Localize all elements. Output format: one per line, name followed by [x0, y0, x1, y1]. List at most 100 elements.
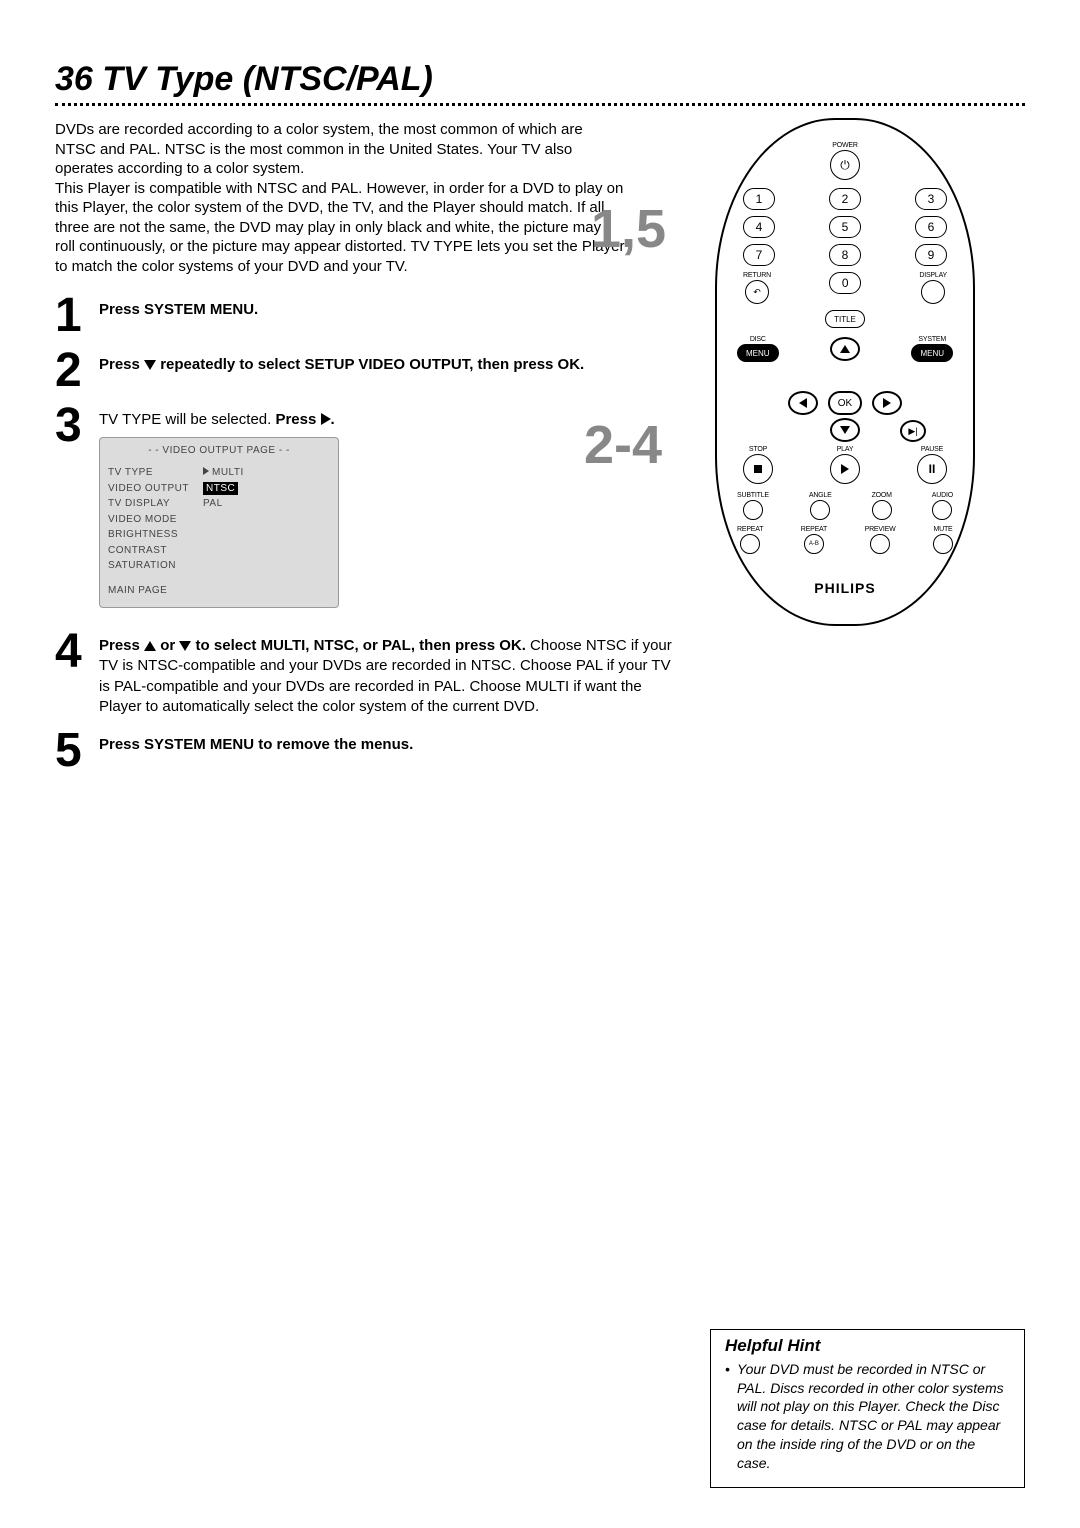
- nav-up-button[interactable]: [830, 337, 860, 361]
- remote-illustration: 1,5 2-4 POWER ⏻ 1 2 3 4 5 6 7 8 9 RETURN…: [665, 118, 1025, 626]
- osd-row: TV TYPEMULTI: [108, 465, 330, 481]
- power-button[interactable]: ⏻: [830, 150, 860, 180]
- triangle-right-icon: [321, 413, 331, 425]
- step-1-text: Press SYSTEM MENU.: [99, 301, 258, 318]
- num-2-button[interactable]: 2: [829, 188, 861, 210]
- osd-rows: TV TYPEMULTIVIDEO OUTPUTNTSCTV DISPLAYPA…: [108, 465, 330, 574]
- osd-label: CONTRAST: [108, 544, 203, 558]
- preview-button[interactable]: [870, 534, 890, 554]
- step-4: 4 Press or to select MULTI, NTSC, or PAL…: [55, 630, 675, 717]
- display-button[interactable]: [921, 280, 945, 304]
- osd-menu: - - VIDEO OUTPUT PAGE - - TV TYPEMULTIVI…: [99, 437, 339, 609]
- osd-main-page: MAIN PAGE: [108, 584, 330, 598]
- step-number: 3: [55, 404, 99, 447]
- osd-value: [203, 559, 330, 573]
- nav-down-button[interactable]: [830, 418, 860, 442]
- triangle-down-icon: [840, 426, 850, 434]
- step-4-b: or: [156, 637, 179, 654]
- disc-label: DISC: [750, 336, 766, 343]
- osd-label: VIDEO MODE: [108, 513, 203, 527]
- num-7-button[interactable]: 7: [743, 244, 775, 266]
- repeat-ab-button[interactable]: A-B: [804, 534, 824, 554]
- num-row-1: 1 2 3: [735, 188, 955, 210]
- num-5-button[interactable]: 5: [829, 216, 861, 238]
- step-2-text-a: Press: [99, 356, 144, 373]
- step-2: 2 Press repeatedly to select SETUP VIDEO…: [55, 349, 675, 392]
- osd-row: BRIGHTNESS: [108, 527, 330, 543]
- pause-button[interactable]: II: [917, 454, 947, 484]
- audio-button[interactable]: [932, 500, 952, 520]
- step-5: 5 Press SYSTEM MENU to remove the menus.: [55, 729, 675, 772]
- osd-header: - - VIDEO OUTPUT PAGE - -: [108, 444, 330, 458]
- step-body: Press repeatedly to select SETUP VIDEO O…: [99, 349, 584, 375]
- mute-button[interactable]: [933, 534, 953, 554]
- num-8-button[interactable]: 8: [829, 244, 861, 266]
- pause-label: PAUSE: [921, 446, 943, 453]
- step-3: 3 TV TYPE will be selected. Press . - - …: [55, 404, 675, 618]
- return-button[interactable]: ↶: [745, 280, 769, 304]
- repeat-label: REPEAT: [737, 526, 763, 533]
- step-4-c: to select MULTI, NTSC, or PAL, then pres…: [191, 637, 525, 654]
- osd-value: PAL: [203, 497, 330, 511]
- remote-body: POWER ⏻ 1 2 3 4 5 6 7 8 9 RETURN↶ 0 DISP…: [715, 118, 975, 626]
- osd-value: [203, 528, 330, 542]
- stop-icon: [754, 465, 762, 473]
- osd-label: TV TYPE: [108, 466, 203, 480]
- nav-right-button[interactable]: [872, 391, 902, 415]
- osd-label: SATURATION: [108, 559, 203, 573]
- osd-label: VIDEO OUTPUT: [108, 482, 203, 496]
- system-menu-button[interactable]: MENU: [911, 344, 953, 362]
- ok-button[interactable]: OK: [828, 391, 862, 415]
- play-button[interactable]: [830, 454, 860, 484]
- system-label: SYSTEM: [918, 336, 946, 343]
- zoom-button[interactable]: [872, 500, 892, 520]
- osd-value: [203, 513, 330, 527]
- step-5-text: Press SYSTEM MENU to remove the menus.: [99, 736, 413, 753]
- step-body: Press SYSTEM MENU to remove the menus.: [99, 729, 413, 755]
- osd-row: TV DISPLAYPAL: [108, 496, 330, 512]
- title-text: TV Type (NTSC/PAL): [102, 60, 433, 98]
- num-0-button[interactable]: 0: [829, 272, 861, 294]
- step-1: 1 Press SYSTEM MENU.: [55, 294, 675, 337]
- triangle-down-icon: [144, 360, 156, 370]
- func-row-a: SUBTITLE ANGLE ZOOM AUDIO: [735, 492, 955, 520]
- repeat-button[interactable]: [740, 534, 760, 554]
- return-label: RETURN: [743, 272, 771, 279]
- menu-row: DISCMENU SYSTEMMENU: [735, 336, 955, 362]
- osd-value: NTSC: [203, 482, 330, 496]
- power-label: POWER: [832, 142, 857, 149]
- nav-ring: OK ▶|: [770, 368, 920, 438]
- triangle-left-icon: [799, 398, 807, 408]
- preview-label: PREVIEW: [865, 526, 896, 533]
- title-divider: [55, 103, 1025, 106]
- num-4-button[interactable]: 4: [743, 216, 775, 238]
- display-label: DISPLAY: [919, 272, 947, 279]
- step-3-pre: TV TYPE will be selected.: [99, 411, 275, 428]
- repeat-ab-label: REPEAT: [801, 526, 827, 533]
- subtitle-label: SUBTITLE: [737, 492, 769, 499]
- page-title: 36 TV Type (NTSC/PAL): [55, 60, 1025, 99]
- func-row-b: REPEAT REPEAT A-B PREVIEW MUTE: [735, 526, 955, 554]
- title-button[interactable]: TITLE: [825, 310, 865, 328]
- subtitle-button[interactable]: [743, 500, 763, 520]
- step-body: Press SYSTEM MENU.: [99, 294, 258, 320]
- mute-label: MUTE: [933, 526, 952, 533]
- ab-text: A-B: [809, 541, 819, 547]
- nav-left-button[interactable]: [788, 391, 818, 415]
- step-number: 2: [55, 349, 99, 392]
- num-3-button[interactable]: 3: [915, 188, 947, 210]
- stop-button[interactable]: [743, 454, 773, 484]
- callout-1-5: 1,5: [591, 198, 666, 260]
- disc-menu-button[interactable]: MENU: [737, 344, 779, 362]
- steps-list: 1 Press SYSTEM MENU. 2 Press repeatedly …: [55, 294, 675, 772]
- audio-label: AUDIO: [932, 492, 953, 499]
- hint-title: Helpful Hint: [725, 1336, 1010, 1356]
- num-6-button[interactable]: 6: [915, 216, 947, 238]
- osd-row: VIDEO MODE: [108, 512, 330, 528]
- skip-button[interactable]: ▶|: [900, 420, 926, 442]
- num-row-3: 7 8 9: [735, 244, 955, 266]
- angle-button[interactable]: [810, 500, 830, 520]
- num-9-button[interactable]: 9: [915, 244, 947, 266]
- num-1-button[interactable]: 1: [743, 188, 775, 210]
- triangle-right-icon: [883, 398, 891, 408]
